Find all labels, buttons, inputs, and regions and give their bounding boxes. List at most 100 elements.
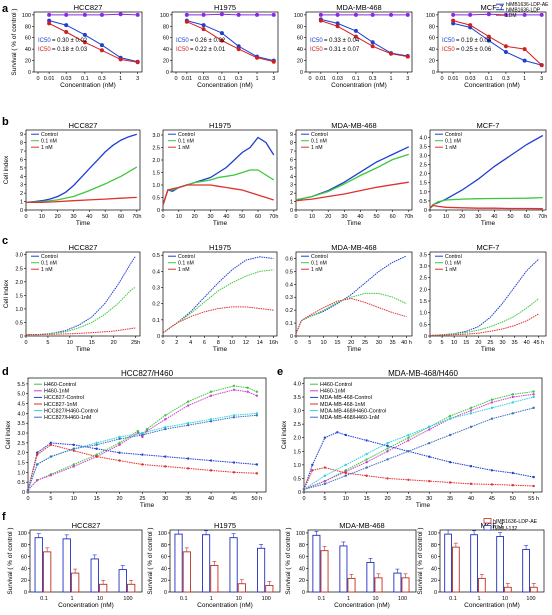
x-tick-label: 25 — [362, 340, 368, 346]
y-tick-label: 80 — [429, 24, 435, 30]
series-line — [27, 414, 257, 491]
data-point — [232, 414, 236, 417]
y-axis-label: Survival ( % of control ) — [417, 527, 424, 594]
y-tick-label: 1 — [20, 200, 23, 206]
data-point — [318, 18, 323, 23]
data-point — [486, 12, 491, 17]
series-line — [453, 13, 542, 16]
bar — [393, 572, 402, 593]
legend-label: 0.1 nM — [178, 261, 194, 267]
series-line — [27, 412, 257, 491]
y-tick-label: 1.5 — [419, 181, 427, 187]
bar — [470, 534, 478, 593]
data-point — [184, 19, 189, 24]
x-tick-label: 70h — [269, 214, 278, 220]
data-point — [164, 427, 167, 431]
y-tick-label: 60 — [429, 36, 435, 42]
bar — [62, 538, 71, 593]
chart-title: MCF-7 — [477, 121, 500, 130]
data-point — [72, 463, 75, 466]
plot-frame — [429, 129, 547, 211]
x-tick-label: 0 — [440, 76, 443, 82]
data-point — [451, 18, 456, 23]
y-tick-label: 0.1 — [285, 321, 293, 327]
x-tick-label: 10 — [321, 340, 327, 346]
legend-label: H460-Control — [320, 382, 352, 388]
bar — [182, 551, 191, 593]
series-line — [27, 442, 257, 491]
data-point — [209, 420, 213, 423]
series-line — [162, 184, 274, 206]
x-tick-label: 30 — [207, 214, 213, 220]
x-tick-label: 0.1 — [81, 76, 89, 82]
chart-f4: MCF-7 0 20 40 60 80 100 Survival ( % of control… — [417, 518, 545, 609]
y-tick-label: 40 — [161, 566, 167, 572]
legend-label: 0.1 nM — [445, 139, 461, 145]
x-tick-label: 40 — [524, 340, 530, 346]
y-tick-label: 1.5 — [15, 293, 23, 299]
y-tick-label: 3.5 — [419, 144, 427, 150]
data-point — [49, 474, 53, 477]
y-tick-label: 4.0 — [293, 381, 301, 387]
y-tick-label: 7 — [20, 149, 23, 155]
x-tick-label: 50 — [507, 214, 513, 220]
series-line — [186, 13, 274, 16]
bar — [90, 558, 99, 593]
data-point — [186, 457, 190, 460]
data-point — [26, 488, 30, 492]
data-point — [255, 390, 259, 393]
data-point — [136, 429, 140, 433]
data-point — [490, 417, 494, 420]
data-point — [532, 475, 535, 479]
x-tick-label: 40 — [357, 214, 363, 220]
data-point — [209, 418, 213, 421]
x-tick-label: 0.01 — [44, 76, 55, 82]
series-line — [49, 13, 138, 16]
data-point — [246, 386, 249, 390]
plot-frame — [295, 251, 413, 337]
series-line — [295, 153, 409, 201]
legend-label: Control — [178, 254, 195, 260]
legend-label: 1 nM — [41, 145, 53, 151]
data-point — [255, 55, 260, 60]
chart-b2: H1975 0 0.5 1.0 1.5 2.0 2.5 3.0 Time 0 10 20 30 40 50 6… — [152, 121, 278, 227]
y-axis-label: Survival ( % of control ) — [285, 527, 292, 594]
y-tick-label: 2 — [290, 191, 293, 197]
data-point — [236, 47, 241, 52]
series-line — [25, 327, 136, 336]
x-tick-label: 10 — [502, 596, 508, 602]
x-tick-label: 1 — [523, 76, 526, 82]
y-tick-label: 7 — [290, 149, 293, 155]
y-tick-label: 2.0 — [17, 451, 25, 457]
x-tick-label: 6 — [203, 340, 206, 346]
y-tick-label: 100 — [22, 13, 31, 19]
data-point — [532, 406, 535, 410]
y-axis-label: Cell index — [281, 420, 288, 449]
x-axis-label: Concentration (nM) — [464, 82, 520, 89]
x-tick-label: 15 — [94, 496, 100, 502]
x-tick-label: 60 — [118, 214, 124, 220]
y-tick-label: 3.0 — [17, 431, 25, 437]
y-axis-label: Cell index — [5, 420, 12, 449]
data-point — [469, 409, 473, 412]
chart-title: MDA-MB-468 — [336, 3, 381, 12]
y-tick-label: 20 — [297, 59, 303, 65]
x-tick-label: 50 h — [251, 496, 262, 502]
data-point — [353, 12, 358, 17]
x-tick-label: 0 — [428, 214, 431, 220]
chart-f1: HCC827 0 20 40 60 80 100 Survival ( % of contro… — [7, 521, 143, 609]
data-point — [503, 12, 508, 17]
chart-c1: HCC827 0 0.5 1.0 1.5 2.0 2.5 3.0 Cell index Time 0… — [3, 243, 141, 353]
data-point — [428, 441, 431, 445]
y-tick-label: 3.5 — [419, 252, 427, 258]
series-line — [48, 20, 138, 63]
series-line — [303, 396, 534, 490]
data-point — [448, 414, 452, 418]
y-tick-label: 0.6 — [285, 256, 293, 262]
plot-frame — [439, 529, 545, 593]
chart-c4: MCF-7 0 0.5 1.0 1.5 2.0 2.5 3.0 3.5 Time 0 5 10 15 20 2… — [419, 243, 547, 353]
chart-f2: H1975 0 20 40 60 80 100 Survival ( % of control… — [147, 521, 281, 609]
data-point — [255, 472, 259, 475]
chart-a1: HCC827 0 20 40 60 80 100 Survival ( % of contro… — [11, 3, 143, 89]
bar — [42, 551, 52, 593]
